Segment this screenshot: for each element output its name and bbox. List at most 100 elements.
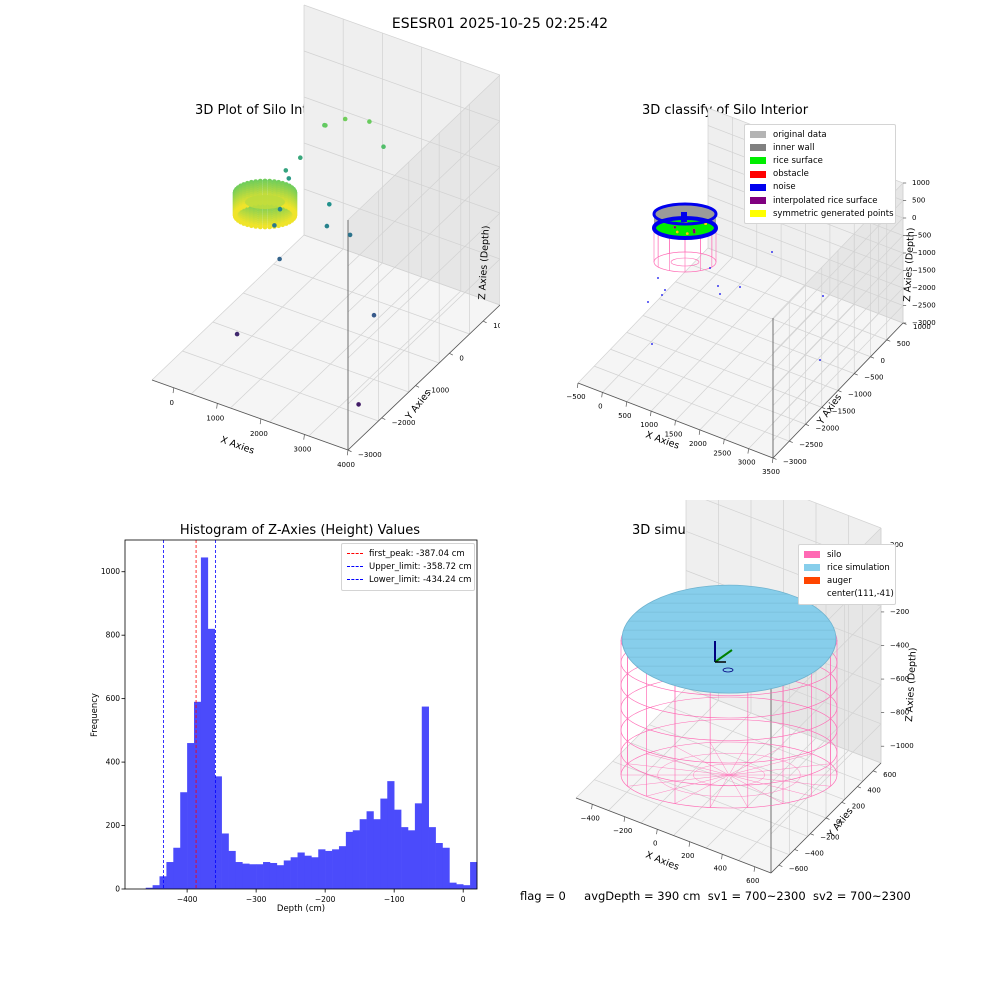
simulation-legend-item: silo [804, 548, 890, 561]
legend-label: first_peak: -387.04 cm [369, 548, 465, 559]
classify-x-tick-mark [625, 401, 628, 407]
classify-z-tick-label: −1000 [912, 249, 936, 257]
noise-point [822, 295, 824, 297]
histogram-bar [304, 855, 312, 889]
grid-line [273, 263, 470, 335]
histogram-bar [269, 862, 278, 889]
classify-x-tick-label: 1500 [665, 431, 683, 439]
classify-x-tick-mark [650, 411, 652, 417]
classify-x-ticks: −500 0 500 1000 1500 2000 2500 3000 3500 [566, 382, 780, 476]
raw-y-tick-mark [449, 353, 453, 356]
classify-y-tick-label: −2500 [799, 441, 823, 449]
histogram-bar [194, 701, 202, 889]
histogram-bar [325, 850, 333, 889]
histogram-bar [414, 803, 423, 889]
classify-x-tick-mark [747, 448, 749, 454]
silo-floor-spoke [728, 774, 784, 804]
simulation-z-tick-label: 200 [890, 541, 903, 549]
simulation-legend: silo rice simulation auger center(111,-41) [798, 544, 896, 605]
legend-label: center(111,-41) [827, 589, 894, 600]
raw-y-tick-mark [482, 320, 487, 324]
histogram-bar [359, 819, 367, 889]
silo-ring [620, 741, 838, 809]
raw-z-axis-label: Z Axies (Depth) [477, 225, 492, 300]
silo-ring [620, 696, 838, 764]
classify-y-tick-mark [772, 457, 777, 460]
figure-title: ESESR01 2025-10-25 02:25:42 [391, 16, 609, 32]
simulation-y-tick-mark [778, 864, 783, 867]
classify-3d-plot: −500 0 500 1000 1500 2000 2500 3000 3500 1000 500… [566, 107, 936, 476]
simulation-x-tick-mark [623, 816, 626, 822]
classify-z-tick-label: −2000 [912, 284, 936, 292]
classify-y-tick-label: −1000 [848, 391, 872, 399]
grid-line [659, 298, 855, 374]
silo-floor-spoke [674, 774, 730, 804]
histogram-bar [318, 849, 326, 889]
noise-point [661, 294, 663, 296]
simulation-x-tick-mark [688, 841, 691, 847]
classify-z-ticks: 1000 500 0 −500 −1000 −1500 −2000 −2500 −3000 [903, 179, 936, 327]
simulation-z-axis-label: Z Axies (Depth) [904, 647, 919, 722]
histogram-reference-lines [163, 540, 217, 889]
classify-x-tick-mark [698, 429, 701, 435]
legend-label: Upper_limit: -358.72 cm [369, 561, 472, 572]
raw-x-tick-label: 3000 [294, 445, 312, 453]
simulation-rice-surface [621, 584, 837, 694]
grid-line [707, 247, 904, 324]
classify-x-tick-label: 0 [598, 402, 602, 410]
legend-label: interpolated rice surface [773, 195, 878, 206]
classify-z-tick-label: 1000 [912, 179, 930, 187]
silo-floor-ring [657, 753, 801, 797]
raw-data-point [381, 144, 386, 149]
silo-floor-spoke [728, 774, 831, 787]
legend-label: obstacle [773, 169, 809, 180]
histogram-bar [228, 850, 236, 889]
silo-cloud-point [267, 224, 273, 230]
simulation-x-tick-mark [656, 829, 658, 835]
legend-swatch [804, 551, 820, 559]
simulation-x-tick-mark [591, 804, 593, 810]
raw-data-point [342, 116, 348, 122]
raw-y-tick-mark [347, 449, 352, 453]
noise-point [771, 251, 773, 253]
histogram-bar [297, 852, 305, 889]
grid-line [723, 304, 855, 440]
raw-x-tick-mark [346, 449, 349, 456]
legend-label: rice simulation [827, 562, 890, 573]
classify-y-tick-mark [870, 356, 875, 359]
silo-floor-spoke [710, 774, 730, 808]
histogram-bar [152, 885, 160, 889]
simulation-x-tick-label: 400 [714, 864, 727, 872]
simulation-y-tick-mark [825, 817, 830, 820]
histogram-bar [456, 884, 464, 889]
histogram-bar [187, 743, 195, 889]
classify-x-tick-label: 1000 [640, 421, 658, 429]
auger-arm [714, 649, 733, 663]
noise-point [664, 289, 666, 291]
classify-legend-item: interpolated rice surface [750, 194, 890, 207]
legend-label: noise [773, 182, 796, 193]
simulation-legend-item: auger [804, 574, 890, 587]
axis-line [347, 304, 500, 451]
symmetric-point [692, 228, 696, 232]
histogram-bar [332, 849, 340, 889]
grid-line [347, 212, 500, 359]
legend-swatch [750, 144, 766, 152]
x-tick-label: −200 [315, 895, 336, 904]
histogram-y-ticks: 0 200 400 600 800 1000 [101, 567, 125, 894]
simulation-y-tick-label: 200 [852, 802, 865, 810]
histogram-bar [235, 862, 243, 889]
grid-line [303, 234, 500, 306]
raw-y-tick-label: 0 [459, 354, 463, 362]
histogram-bar [407, 830, 416, 889]
grid-line [190, 248, 344, 395]
legend-swatch [750, 131, 766, 139]
legend-label: original data [773, 129, 827, 140]
classify-x-tick-label: 500 [618, 412, 631, 420]
raw-data-point [277, 256, 282, 262]
classify-legend: original data inner wall rice surface obsta… [744, 124, 896, 225]
histogram-bar [276, 865, 285, 889]
sv1-value: sv1 = 700~2300 [707, 889, 806, 903]
legend-line-swatch [347, 566, 363, 568]
